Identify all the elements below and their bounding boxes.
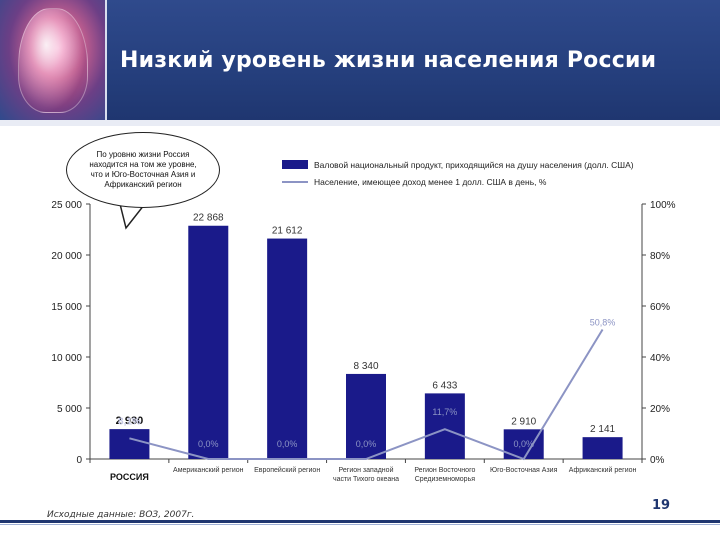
- category-label: Американский регион: [173, 466, 244, 474]
- header-band: [0, 120, 720, 126]
- footer-line-thin: [0, 524, 720, 525]
- callout-bubble: По уровню жизни Россия находится на том …: [66, 132, 220, 208]
- bar-value-label: 2 910: [511, 416, 536, 427]
- footer-line: [0, 520, 720, 523]
- bar: [582, 437, 623, 459]
- bar: [424, 393, 465, 459]
- category-label: Европейский регион: [254, 466, 320, 474]
- y-left-tick-label: 15 000: [51, 302, 82, 313]
- header-banner: Низкий уровень жизни населения России: [0, 0, 720, 120]
- bar: [188, 225, 229, 459]
- flask-icon: [18, 8, 88, 113]
- bar-series: [109, 225, 623, 459]
- y-right-tick-label: 20%: [650, 404, 670, 415]
- y-right-tick-label: 100%: [650, 200, 676, 211]
- line-value-label: 0,0%: [356, 439, 377, 449]
- category-label: Юго-Восточная Азия: [490, 467, 558, 474]
- line-value-label: 0,0%: [277, 439, 298, 449]
- y-left-tick-label: 20 000: [51, 251, 82, 262]
- chart-axes: 0 5 000 10 000 15 000 20 000 25 000 0% 20% 40% 60…: [51, 200, 675, 483]
- legend-swatch-bar: [282, 160, 308, 169]
- flask-photo: [0, 0, 105, 120]
- callout-text: По уровню жизни Россия находится на том …: [89, 150, 197, 189]
- line-value-label: 0,0%: [198, 439, 219, 449]
- bar-value-label: 2 930: [116, 415, 144, 427]
- legend: Валовой национальный продукт, приходящий…: [282, 160, 634, 187]
- y-right-tick-label: 80%: [650, 251, 670, 262]
- legend-label-line: Население, имеющее доход менее 1 долл. С…: [314, 177, 547, 187]
- y-left-tick-label: 25 000: [51, 200, 82, 211]
- bar: [109, 429, 150, 459]
- legend-label-bar: Валовой национальный продукт, приходящий…: [314, 160, 634, 170]
- y-right-tick-label: 60%: [650, 302, 670, 313]
- data-labels: 2 930 22 868 21 612 8 340 6 433 2 910 2 141 8,1…: [116, 213, 616, 449]
- category-label: Регион Восточного Средиземноморья: [414, 467, 475, 483]
- bar: [346, 373, 386, 459]
- category-label: Регион западной части Тихого океана: [333, 466, 399, 483]
- page-number: 19: [652, 498, 671, 513]
- bar-value-label: 22 868: [193, 213, 224, 224]
- y-left-tick-label: 5 000: [57, 404, 82, 415]
- bar-value-label: 21 612: [272, 226, 303, 237]
- bar: [267, 238, 308, 459]
- line-value-label: 8,1%: [118, 416, 141, 427]
- source-note: Исходные данные: ВОЗ, 2007г.: [47, 510, 195, 520]
- line-value-label: 50,8%: [590, 317, 616, 327]
- line-value-label: 0,0%: [513, 439, 534, 449]
- bar-value-label: 6 433: [432, 380, 457, 391]
- bar-value-label: 2 141: [590, 424, 615, 435]
- category-label: РОССИЯ: [110, 472, 149, 482]
- y-right-tick-label: 0%: [650, 455, 665, 466]
- y-left-tick-label: 0: [76, 455, 82, 466]
- line-path: [129, 328, 604, 461]
- header-separator: [105, 0, 107, 120]
- y-right-tick-label: 40%: [650, 353, 670, 364]
- line-series: [129, 328, 604, 461]
- y-left-tick-label: 10 000: [51, 353, 82, 364]
- bar-value-label: 8 340: [353, 361, 378, 372]
- category-label: Африканский регион: [569, 466, 637, 474]
- line-value-label: 11,7%: [432, 407, 457, 417]
- page-title: Низкий уровень жизни населения России: [120, 48, 657, 73]
